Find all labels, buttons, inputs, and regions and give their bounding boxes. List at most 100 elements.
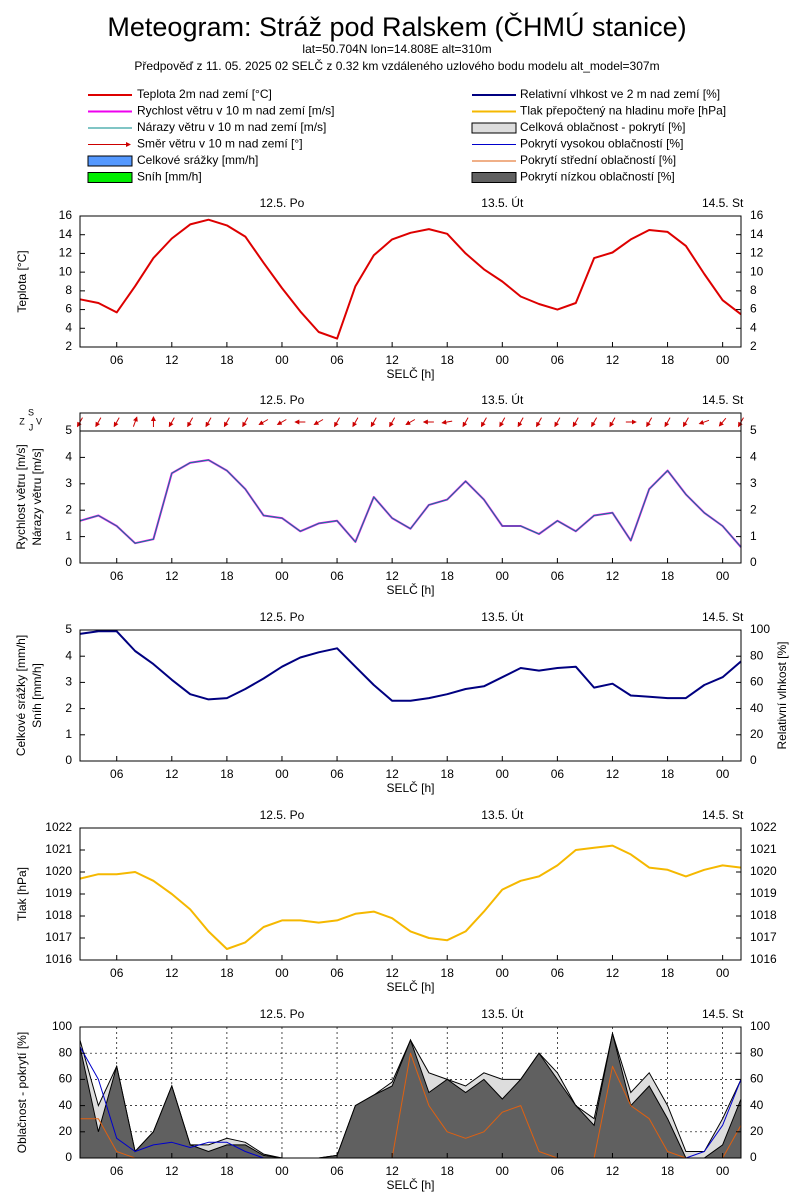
- wind-arrow: [698, 419, 710, 425]
- wind-arrow: [187, 417, 194, 428]
- wind-arrow: [646, 417, 653, 428]
- compass-label: Z: [19, 416, 25, 426]
- x-tick-label: 06: [551, 353, 565, 367]
- y-axis-label: Celkové srážky [mm/h]: [14, 635, 28, 756]
- legend-label: Celková oblačnost - pokrytí [%]: [520, 120, 685, 134]
- wind-arrow: [223, 417, 230, 428]
- y-tick-label-right: 1021: [750, 842, 777, 856]
- y-tick-label-right: 1019: [750, 886, 777, 900]
- y-tick-label: 100: [52, 1019, 72, 1033]
- y-tick-label-right: 8: [750, 283, 757, 297]
- y-tick-label-right: 1020: [750, 864, 777, 878]
- x-tick-label: 00: [716, 767, 730, 781]
- day-label: 14.5. St: [702, 1007, 744, 1021]
- legend-swatch: [471, 172, 517, 183]
- wind-arrow: [462, 417, 469, 428]
- wind-arrow: [242, 417, 249, 428]
- y-tick-label: 20: [59, 1124, 73, 1138]
- wind-arrow: [313, 419, 324, 426]
- y2-tick-label: 80: [750, 648, 764, 662]
- day-label: 13.5. Út: [481, 195, 524, 210]
- wind-arrow: [276, 419, 287, 426]
- y-tick-label-right: 4: [750, 320, 757, 334]
- x-tick-label: 12: [606, 767, 620, 781]
- legend-label: Relativní vlhkost ve 2 m nad zemí [%]: [520, 87, 720, 101]
- legend-label: Teplota 2m nad zemí [°C]: [137, 87, 272, 101]
- day-label: 14.5. St: [702, 610, 744, 624]
- x-tick-label: 18: [441, 353, 455, 367]
- wind-arrow: [480, 417, 487, 428]
- series-line: [79, 630, 742, 702]
- y-tick-label: 40: [59, 1098, 73, 1112]
- x-tick-label: 18: [220, 569, 234, 583]
- legend-label: Pokrytí nízkou oblačností [%]: [520, 170, 675, 184]
- y-tick-label: 1021: [45, 842, 72, 856]
- y-tick-label: 4: [65, 450, 72, 464]
- day-label: 12.5. Po: [260, 808, 305, 822]
- y-tick-label: 1018: [45, 908, 72, 922]
- y-tick-label: 2: [65, 339, 72, 353]
- y-tick-label-right: 1017: [750, 930, 777, 944]
- x-tick-label: 00: [716, 569, 730, 583]
- x-tick-label: 12: [165, 1164, 179, 1178]
- y-tick-label: 0: [65, 753, 72, 767]
- wind-arrow: [664, 417, 671, 428]
- x-tick-label: 00: [496, 353, 510, 367]
- x-tick-label: 06: [551, 767, 565, 781]
- x-tick-label: 12: [385, 966, 399, 980]
- x-tick-label: 12: [385, 569, 399, 583]
- x-tick-label: 06: [551, 569, 565, 583]
- legend-label: Směr větru v 10 m nad zemí [°]: [137, 137, 303, 151]
- note: Předpověď z 11. 05. 2025 02 SELČ z 0.32 …: [134, 58, 659, 73]
- y-axis-label: Rychlost větru [m/s]: [14, 444, 28, 549]
- wind-arrow: [572, 417, 579, 428]
- y-tick-label: 3: [65, 675, 72, 689]
- y-tick-label: 3: [65, 476, 72, 490]
- x-tick-label: 12: [606, 569, 620, 583]
- y-tick-label: 1016: [45, 952, 72, 966]
- legend-swatch: [471, 122, 517, 134]
- legend-label: Tlak přepočtený na hladinu moře [hPa]: [520, 104, 726, 118]
- wind-arrow: [554, 417, 561, 428]
- x-tick-label: 18: [661, 1164, 675, 1178]
- y-tick-label-right: 2: [750, 339, 757, 353]
- day-label: 13.5. Út: [481, 807, 524, 822]
- legend-label: Sníh [mm/h]: [137, 170, 202, 184]
- y-tick-label: 5: [65, 423, 72, 437]
- wind-arrow: [132, 416, 138, 427]
- x-axis-label: SELČ [h]: [386, 582, 434, 597]
- y-tick-label-right: 4: [750, 450, 757, 464]
- x-tick-label: 00: [275, 569, 289, 583]
- x-tick-label: 18: [220, 353, 234, 367]
- y-tick-label: 0: [65, 1150, 72, 1164]
- compass-label: S: [28, 407, 34, 417]
- y-tick-label: 2: [65, 701, 72, 715]
- y-tick-label: 4: [65, 648, 72, 662]
- wind-arrow: [591, 417, 598, 428]
- y-tick-label-right: 0: [750, 555, 757, 569]
- x-tick-label: 06: [330, 966, 344, 980]
- x-tick-label: 00: [275, 353, 289, 367]
- series-line: [79, 459, 742, 548]
- x-tick-label: 12: [165, 767, 179, 781]
- day-label: 13.5. Út: [481, 609, 524, 624]
- y-tick-label: 1: [65, 727, 72, 741]
- y-tick-label: 12: [59, 246, 73, 260]
- wind-arrow: [499, 417, 506, 428]
- y-axis-label: Nárazy větru [m/s]: [30, 448, 44, 545]
- y-tick-label-right: 6: [750, 302, 757, 316]
- subtitle: lat=50.704N lon=14.808E alt=310m: [302, 42, 491, 56]
- y-tick-label-right: 12: [750, 246, 764, 260]
- y-tick-label-right: 16: [750, 208, 764, 222]
- y-tick-label: 2: [65, 502, 72, 516]
- legend-swatch: [87, 155, 133, 167]
- y-tick-label: 5: [65, 622, 72, 636]
- plot-frame: [79, 215, 742, 348]
- x-tick-label: 12: [385, 353, 399, 367]
- wind-arrow: [334, 417, 340, 428]
- x-tick-label: 18: [661, 767, 675, 781]
- legend-label: Celkové srážky [mm/h]: [137, 153, 258, 167]
- x-tick-label: 18: [220, 1164, 234, 1178]
